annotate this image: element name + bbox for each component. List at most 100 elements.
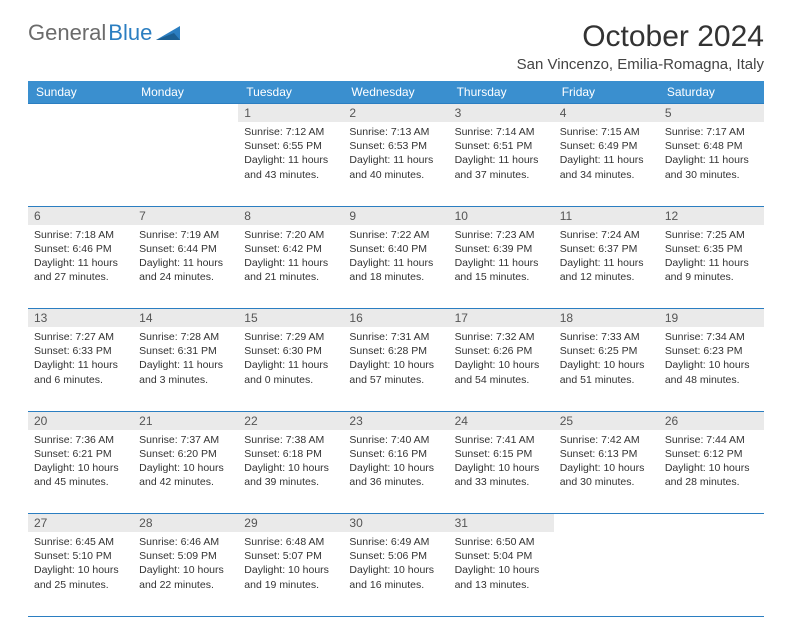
sunset-text: Sunset: 6:28 PM: [349, 344, 442, 358]
day-number: 20: [28, 412, 133, 430]
sunrise-text: Sunrise: 7:29 AM: [244, 330, 337, 344]
day-cell: [659, 532, 764, 541]
daylight-text: Daylight: 10 hours and 45 minutes.: [34, 461, 127, 489]
sunrise-text: Sunrise: 6:46 AM: [139, 535, 232, 549]
sunrise-text: Sunrise: 7:20 AM: [244, 228, 337, 242]
daylight-text: Daylight: 11 hours and 34 minutes.: [560, 153, 653, 181]
sunset-text: Sunset: 5:04 PM: [455, 549, 548, 563]
day-number: 3: [449, 104, 554, 122]
day-header: Saturday: [659, 81, 764, 104]
sunrise-text: Sunrise: 6:50 AM: [455, 535, 548, 549]
day-cell: Sunrise: 7:25 AMSunset: 6:35 PMDaylight:…: [659, 225, 764, 291]
sunset-text: Sunset: 6:35 PM: [665, 242, 758, 256]
day-number: 10: [449, 207, 554, 225]
sunset-text: Sunset: 6:42 PM: [244, 242, 337, 256]
daylight-text: Daylight: 11 hours and 15 minutes.: [455, 256, 548, 284]
header: GeneralBlue October 2024 San Vincenzo, E…: [28, 20, 764, 73]
sunset-text: Sunset: 6:49 PM: [560, 139, 653, 153]
daylight-text: Daylight: 11 hours and 9 minutes.: [665, 256, 758, 284]
day-cell: Sunrise: 7:41 AMSunset: 6:15 PMDaylight:…: [449, 430, 554, 496]
sunset-text: Sunset: 6:48 PM: [665, 139, 758, 153]
day-cell: Sunrise: 7:17 AMSunset: 6:48 PMDaylight:…: [659, 122, 764, 188]
page: GeneralBlue October 2024 San Vincenzo, E…: [0, 0, 792, 637]
sunset-text: Sunset: 6:16 PM: [349, 447, 442, 461]
daylight-text: Daylight: 11 hours and 30 minutes.: [665, 153, 758, 181]
sunset-text: Sunset: 6:23 PM: [665, 344, 758, 358]
daylight-text: Daylight: 10 hours and 28 minutes.: [665, 461, 758, 489]
daylight-text: Daylight: 11 hours and 3 minutes.: [139, 358, 232, 386]
sunrise-text: Sunrise: 7:36 AM: [34, 433, 127, 447]
daylight-text: Daylight: 10 hours and 13 minutes.: [455, 563, 548, 591]
sunset-text: Sunset: 6:39 PM: [455, 242, 548, 256]
week-daynum-row: 13141516171819: [28, 309, 764, 328]
day-number: 23: [343, 412, 448, 430]
sunset-text: Sunset: 6:20 PM: [139, 447, 232, 461]
day-number: 22: [238, 412, 343, 430]
sunset-text: Sunset: 6:53 PM: [349, 139, 442, 153]
sunset-text: Sunset: 5:06 PM: [349, 549, 442, 563]
sunrise-text: Sunrise: 7:28 AM: [139, 330, 232, 344]
sunset-text: Sunset: 5:10 PM: [34, 549, 127, 563]
day-cell: Sunrise: 7:37 AMSunset: 6:20 PMDaylight:…: [133, 430, 238, 496]
day-cell: Sunrise: 6:48 AMSunset: 5:07 PMDaylight:…: [238, 532, 343, 598]
day-cell: Sunrise: 6:50 AMSunset: 5:04 PMDaylight:…: [449, 532, 554, 598]
day-cell: Sunrise: 7:20 AMSunset: 6:42 PMDaylight:…: [238, 225, 343, 291]
day-cell: Sunrise: 7:33 AMSunset: 6:25 PMDaylight:…: [554, 327, 659, 393]
week-content-row: Sunrise: 7:36 AMSunset: 6:21 PMDaylight:…: [28, 430, 764, 514]
sunrise-text: Sunrise: 7:24 AM: [560, 228, 653, 242]
day-number: 31: [449, 514, 554, 532]
day-number: 26: [659, 412, 764, 430]
daylight-text: Daylight: 10 hours and 54 minutes.: [455, 358, 548, 386]
daylight-text: Daylight: 10 hours and 30 minutes.: [560, 461, 653, 489]
daylight-text: Daylight: 10 hours and 25 minutes.: [34, 563, 127, 591]
daylight-text: Daylight: 11 hours and 40 minutes.: [349, 153, 442, 181]
sunrise-text: Sunrise: 7:41 AM: [455, 433, 548, 447]
sunrise-text: Sunrise: 7:31 AM: [349, 330, 442, 344]
daylight-text: Daylight: 11 hours and 6 minutes.: [34, 358, 127, 386]
sunset-text: Sunset: 6:46 PM: [34, 242, 127, 256]
day-cell: Sunrise: 7:32 AMSunset: 6:26 PMDaylight:…: [449, 327, 554, 393]
day-number: [554, 514, 659, 518]
day-cell: Sunrise: 7:18 AMSunset: 6:46 PMDaylight:…: [28, 225, 133, 291]
sunrise-text: Sunrise: 7:44 AM: [665, 433, 758, 447]
day-number: 17: [449, 309, 554, 327]
sunrise-text: Sunrise: 6:45 AM: [34, 535, 127, 549]
sunset-text: Sunset: 6:15 PM: [455, 447, 548, 461]
sunrise-text: Sunrise: 7:18 AM: [34, 228, 127, 242]
day-cell: Sunrise: 7:36 AMSunset: 6:21 PMDaylight:…: [28, 430, 133, 496]
day-number: [659, 514, 764, 518]
daylight-text: Daylight: 10 hours and 16 minutes.: [349, 563, 442, 591]
calendar-table: Sunday Monday Tuesday Wednesday Thursday…: [28, 81, 764, 617]
day-number: 6: [28, 207, 133, 225]
daylight-text: Daylight: 10 hours and 33 minutes.: [455, 461, 548, 489]
day-number: 18: [554, 309, 659, 327]
day-number: 28: [133, 514, 238, 532]
day-number: 19: [659, 309, 764, 327]
sunrise-text: Sunrise: 7:34 AM: [665, 330, 758, 344]
sunset-text: Sunset: 6:13 PM: [560, 447, 653, 461]
day-cell: Sunrise: 7:24 AMSunset: 6:37 PMDaylight:…: [554, 225, 659, 291]
day-header: Thursday: [449, 81, 554, 104]
day-number: 25: [554, 412, 659, 430]
day-cell: Sunrise: 7:38 AMSunset: 6:18 PMDaylight:…: [238, 430, 343, 496]
week-daynum-row: 12345: [28, 104, 764, 123]
day-number: 16: [343, 309, 448, 327]
sunrise-text: Sunrise: 7:15 AM: [560, 125, 653, 139]
day-cell: Sunrise: 6:46 AMSunset: 5:09 PMDaylight:…: [133, 532, 238, 598]
daylight-text: Daylight: 11 hours and 43 minutes.: [244, 153, 337, 181]
sunrise-text: Sunrise: 7:23 AM: [455, 228, 548, 242]
day-cell: Sunrise: 7:13 AMSunset: 6:53 PMDaylight:…: [343, 122, 448, 188]
day-number: 13: [28, 309, 133, 327]
day-cell: [133, 122, 238, 131]
sunrise-text: Sunrise: 7:25 AM: [665, 228, 758, 242]
sunset-text: Sunset: 6:12 PM: [665, 447, 758, 461]
sunset-text: Sunset: 6:30 PM: [244, 344, 337, 358]
sunrise-text: Sunrise: 7:42 AM: [560, 433, 653, 447]
sunrise-text: Sunrise: 7:19 AM: [139, 228, 232, 242]
day-number: 24: [449, 412, 554, 430]
sunset-text: Sunset: 6:33 PM: [34, 344, 127, 358]
day-number: 27: [28, 514, 133, 532]
logo: GeneralBlue: [28, 20, 182, 46]
sunset-text: Sunset: 6:21 PM: [34, 447, 127, 461]
daylight-text: Daylight: 10 hours and 57 minutes.: [349, 358, 442, 386]
